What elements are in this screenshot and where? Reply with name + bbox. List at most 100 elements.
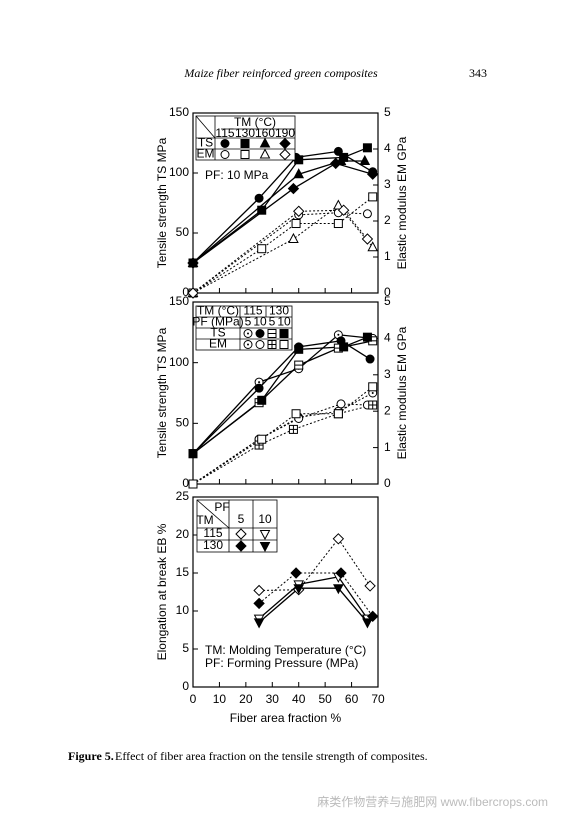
- marker-shape: [362, 209, 372, 219]
- y-tick-label: 50: [176, 225, 190, 239]
- marker: [368, 382, 378, 392]
- marker: [187, 287, 199, 299]
- marker: [254, 193, 264, 203]
- y-tick-label: 10: [176, 603, 190, 617]
- marker: [290, 567, 302, 579]
- marker-shape: [254, 193, 264, 203]
- marker-shape: [187, 287, 199, 299]
- marker-shape: [294, 155, 304, 165]
- marker-shape: [359, 154, 371, 165]
- marker-shape: [362, 143, 372, 153]
- marker: [288, 232, 299, 243]
- marker-shape: [279, 148, 291, 161]
- annotation: TM: Molding Temperature (°C): [205, 643, 366, 657]
- y-tick-label: 0: [182, 285, 189, 299]
- marker-shape: [257, 434, 267, 444]
- y2-tick-label: 1: [384, 440, 391, 454]
- y2-tick-label: 3: [384, 367, 391, 381]
- plot-frame: [192, 496, 379, 688]
- legend-column: 10: [253, 315, 267, 329]
- legend-subtitle: PF (MPa): [192, 315, 243, 329]
- legend-symbol: [240, 150, 250, 159]
- marker: [257, 244, 267, 254]
- legend-row: EM: [197, 147, 215, 161]
- marker-shape: [290, 567, 302, 579]
- marker: [187, 257, 199, 269]
- marker-shape: [253, 584, 265, 597]
- legend-column: 5: [245, 315, 252, 329]
- marker-shape: [257, 205, 267, 215]
- marker-shape: [368, 382, 378, 392]
- marker-shape: [367, 168, 379, 180]
- marker-shape: [294, 344, 304, 354]
- marker-shape: [365, 354, 375, 364]
- marker-shape: [257, 244, 267, 254]
- marker-dot: [337, 333, 340, 336]
- legend-group: 115: [243, 304, 262, 318]
- marker-dot: [247, 343, 249, 346]
- marker-shape: [253, 618, 265, 629]
- marker: [294, 360, 304, 370]
- series-line: [258, 587, 368, 623]
- marker: [330, 157, 342, 170]
- y-tick-label: 0: [182, 476, 189, 490]
- marker: [253, 584, 265, 597]
- marker: [253, 618, 265, 629]
- marker: [253, 597, 265, 610]
- marker-shape: [254, 383, 264, 393]
- marker-shape: [361, 233, 374, 245]
- legend-symbol: [243, 329, 253, 338]
- marker: [294, 155, 304, 165]
- marker-shape: [279, 329, 289, 338]
- marker-shape: [337, 204, 350, 216]
- legend-symbol: [235, 528, 247, 540]
- marker: [368, 400, 378, 410]
- legend-column: 190: [275, 126, 295, 140]
- x-tick-label: 40: [292, 692, 306, 706]
- marker: [368, 192, 378, 202]
- series-line: [258, 576, 368, 620]
- legend-symbol: [279, 340, 289, 349]
- marker: [362, 209, 372, 219]
- marker-shape: [259, 530, 271, 541]
- marker-shape: [240, 150, 250, 159]
- marker-shape: [288, 232, 299, 243]
- legend-row: TS: [198, 136, 213, 150]
- y2-tick-label: 0: [384, 476, 391, 490]
- y2-axis-label: Elastic modulus EM GPa: [395, 326, 409, 459]
- marker-shape: [330, 157, 342, 170]
- marker: [367, 168, 379, 180]
- marker-shape: [293, 205, 305, 217]
- marker-shape: [257, 395, 267, 405]
- x-tick-label: 10: [213, 692, 227, 706]
- legend-rule: [195, 115, 216, 139]
- legend-title: PF: [214, 500, 229, 514]
- marker-shape: [291, 219, 301, 229]
- marker-shape: [364, 580, 376, 592]
- marker-shape: [333, 199, 344, 210]
- marker: [365, 354, 375, 364]
- marker-shape: [339, 342, 349, 352]
- marker: [293, 205, 305, 217]
- legend-group: 130: [269, 304, 289, 318]
- marker-dot: [258, 381, 261, 384]
- marker: [335, 567, 347, 579]
- marker-shape: [188, 479, 198, 489]
- marker: [333, 409, 343, 419]
- legend-symbol: [240, 139, 250, 148]
- plot-frame: [192, 301, 379, 485]
- marker-shape: [240, 139, 250, 148]
- marker-shape: [333, 584, 344, 595]
- marker-shape: [335, 567, 347, 579]
- marker: [254, 383, 264, 393]
- y-tick-label: 50: [176, 416, 190, 430]
- legend-row: EM: [209, 337, 227, 351]
- marker-shape: [333, 409, 343, 419]
- marker: [339, 342, 349, 352]
- marker-shape: [279, 340, 289, 349]
- marker-shape: [279, 137, 291, 150]
- marker-shape: [291, 409, 301, 419]
- y2-tick-label: 5: [384, 105, 391, 119]
- marker: [291, 409, 301, 419]
